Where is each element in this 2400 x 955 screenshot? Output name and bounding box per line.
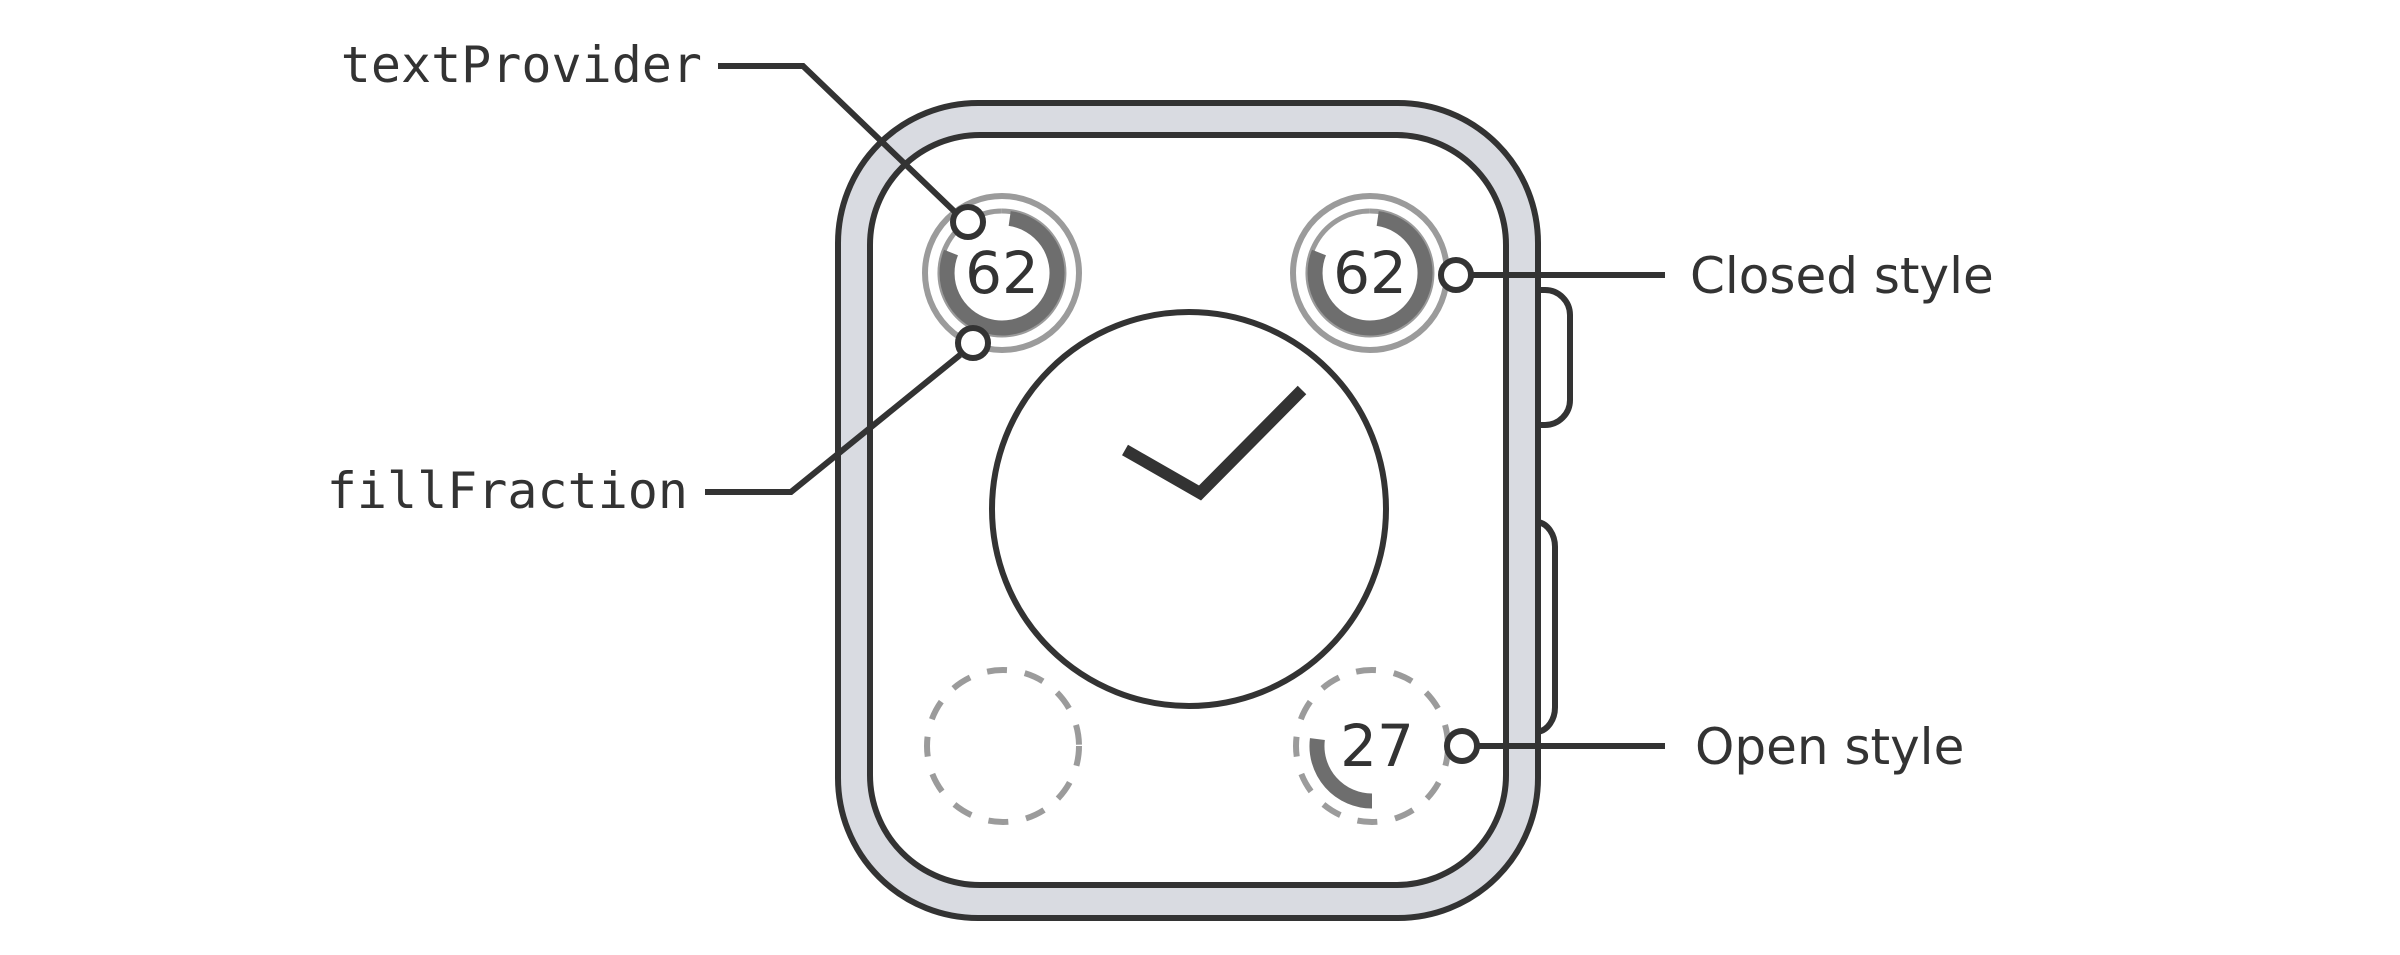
- complication-value: 27: [1340, 712, 1414, 780]
- callout-marker: [955, 325, 991, 361]
- complication-top-left: 62: [922, 193, 1082, 353]
- gauge-fill: [939, 211, 1065, 336]
- gauge-fill: [1307, 211, 1433, 336]
- clock-face: [989, 309, 1389, 709]
- callout-label: Closed style: [1690, 247, 1994, 305]
- leader-line: [718, 63, 958, 215]
- gauge-fill: [1309, 738, 1373, 809]
- complication-bottom-left-empty: [924, 667, 1082, 825]
- callout-closed-style: Closed style: [1438, 247, 1994, 305]
- callout-marker: [1438, 257, 1474, 293]
- callout-text-provider: textProvider: [341, 36, 986, 240]
- callout-marker: [1444, 728, 1480, 764]
- leader-line: [705, 352, 962, 495]
- complication-value: 62: [965, 239, 1039, 307]
- digital-crown: [1532, 287, 1573, 428]
- complication-top-right: 62: [1290, 193, 1450, 353]
- callout-label: Open style: [1695, 718, 1964, 776]
- callout-open-style: Open style: [1444, 718, 1964, 776]
- complication-value: 62: [1333, 239, 1407, 307]
- callout-label: fillFraction: [327, 462, 688, 520]
- empty-slot-ring: [924, 667, 1082, 825]
- clock-hands: [1122, 385, 1307, 501]
- callout-marker: [950, 204, 986, 240]
- callout-fill-fraction: fillFraction: [327, 325, 991, 520]
- callout-label: textProvider: [341, 36, 702, 94]
- clock-dial: [989, 309, 1389, 709]
